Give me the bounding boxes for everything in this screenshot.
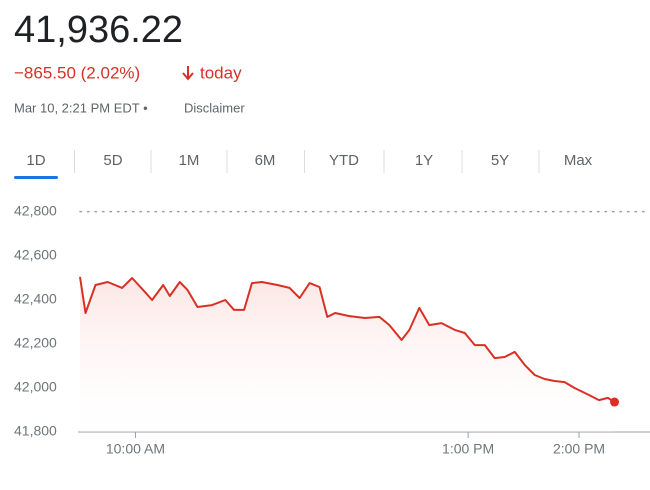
tab[interactable]: 5D (103, 152, 122, 169)
tab[interactable]: 1D (26, 152, 45, 169)
tab[interactable]: Max (564, 152, 593, 169)
change: −865.50 (2.02%) (14, 63, 140, 82)
tab[interactable]: 1Y (415, 152, 433, 169)
tab[interactable]: 6M (255, 152, 276, 169)
period: today (200, 63, 242, 82)
last-point (610, 397, 620, 407)
tab[interactable]: 5Y (491, 152, 509, 169)
area (80, 276, 615, 432)
y-tick-label: 41,800 (14, 423, 57, 439)
timestamp: Mar 10, 2:21 PM EDT • (14, 100, 148, 115)
disclaimer[interactable]: Disclaimer (184, 100, 245, 115)
range-tabs: 1D 5D 1M 6M YTD 1Y 5Y Max (14, 150, 593, 179)
x-tick-label: 2:00 PM (553, 441, 605, 457)
y-tick-label: 42,800 (14, 203, 57, 219)
x-tick-label: 1:00 PM (442, 441, 494, 457)
plot: 41,800 42,000 42,200 42,400 42,600 42,800 10:0… (14, 203, 650, 457)
price: 41,936.22 (14, 9, 183, 51)
tab[interactable]: YTD (329, 152, 359, 169)
tab[interactable]: 1M (179, 152, 200, 169)
down-arrow (182, 66, 194, 81)
y-tick-label: 42,600 (14, 247, 57, 263)
y-tick-label: 42,200 (14, 335, 57, 351)
price-line (79, 276, 616, 403)
x-tick-label: 10:00 AM (106, 441, 165, 457)
tab-underline (14, 176, 58, 179)
y-tick-label: 42,400 (14, 291, 57, 307)
y-tick-label: 42,000 (14, 379, 57, 395)
